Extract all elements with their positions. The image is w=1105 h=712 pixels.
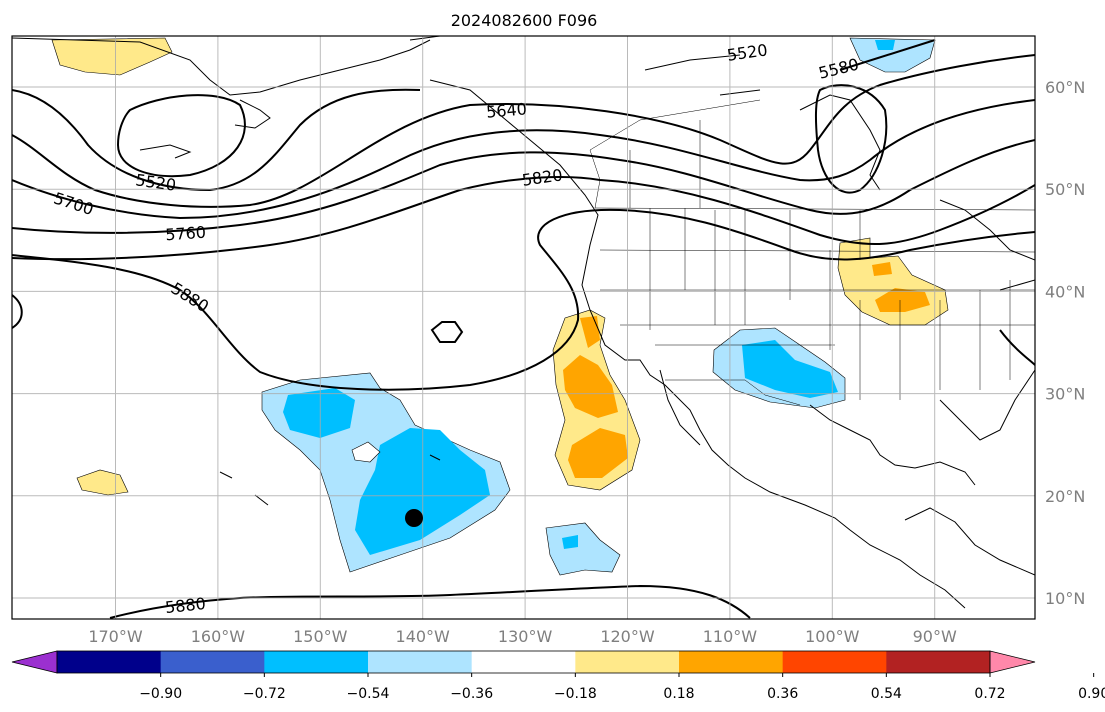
colorbar-segment [575,651,680,673]
lon-tick-label: 100°W [805,627,860,646]
colorbar-extend-low [11,650,58,674]
lon-tick-label: 90°W [913,627,957,646]
positive-anomaly-west-coast-core-a [563,355,618,418]
negative-anomaly-pacific-core-a [283,388,355,438]
colorbar-tick-label: 0.72 [974,686,1005,702]
lon-tick-label: 170°W [88,627,143,646]
map-panel: 5520 5580 5640 5520 5700 5760 5820 5880 … [11,35,1036,620]
positive-anomaly-gulf-alaska [51,37,173,76]
storm-center-marker [405,509,423,527]
colorbar-tick-label: −0.54 [347,686,390,702]
lat-tick-label: 50°N [1045,180,1085,199]
contour-5760 [12,139,1035,234]
height-contours [12,39,1035,619]
contour-hudson [839,39,936,71]
colorbar-tick-label: 0.54 [871,686,902,702]
contour-small-high [430,321,464,343]
colorbar-frame [56,650,991,674]
map-background [12,36,1035,619]
contour-left-edge [12,294,23,329]
positive-anomaly-west-coast-core-b [580,316,600,348]
negative-anomaly-canada-core [875,40,895,50]
latitude-labels: 60°N 50°N 40°N 30°N 20°N 10°N [1045,78,1085,608]
lat-tick-label: 60°N [1045,78,1085,97]
contour-east-low [814,84,888,194]
positive-anomaly-midwest-core [875,288,930,312]
colorbar-tick-label: −0.36 [450,686,493,702]
colorbar-tick-label: −0.18 [554,686,597,702]
hole-pacific [351,441,381,463]
lon-tick-label: 160°W [191,627,246,646]
chart-title: 2024082600 F096 [451,11,598,30]
colorbar-segment [886,651,991,673]
colorbar-segment [471,651,576,673]
map-frame [11,35,1036,620]
contour-label-5880-south: 5880 [164,594,206,617]
lon-tick-label: 150°W [293,627,348,646]
coastlines [12,36,1035,609]
colorbar-segment [160,651,265,673]
colorbar-tick-label: 0.36 [767,686,798,702]
positive-anomaly-midwest-core-b [872,262,892,276]
contour-label-5640: 5640 [485,99,527,121]
colorbar [11,650,1036,674]
colorbar-segment [679,651,784,673]
contour-label-5760: 5760 [165,223,207,245]
lon-tick-label: 130°W [498,627,553,646]
lat-tick-label: 40°N [1045,282,1085,301]
negative-anomaly-texas-core [742,340,838,398]
contour-5520-low [116,94,246,178]
colorbar-tick-label: 0.18 [663,686,694,702]
lat-tick-label: 10°N [1045,589,1085,608]
colorbar-segment [368,651,473,673]
colorbar-tick-label: 0.90 [1078,686,1105,702]
colorbar-extend-high [989,650,1036,674]
lon-tick-label: 120°W [600,627,655,646]
negative-anomaly-south-pacific-core [562,535,578,549]
lon-tick-label: 140°W [396,627,451,646]
contour-5700 [12,99,1035,220]
colorbar-segment [782,651,887,673]
contour-5880-south [109,584,751,619]
colorbar-segment [264,651,369,673]
graticule [12,36,1035,619]
contour-5640 [12,54,1035,208]
colorbar-labels: −0.90 −0.72 −0.54 −0.36 −0.18 0.18 0.36 0.54 0.7… [139,673,1105,702]
colorbar-segment [57,651,162,673]
anomaly-shading [51,37,949,576]
lon-tick-label: 110°W [703,627,758,646]
longitude-labels: 170°W 160°W 150°W 140°W 130°W 120°W 110°W 100°W… [88,627,957,646]
contour-5820 [12,176,1035,261]
lat-tick-label: 30°N [1045,385,1085,404]
contour-east-south [999,329,1035,366]
contour-5580-low [12,88,421,192]
negative-anomaly-south-pacific [545,522,621,576]
colorbar-tick-label: −0.72 [243,686,286,702]
positive-anomaly-west-coast-core-c [568,428,628,478]
colorbar-tick-label: −0.90 [139,686,182,702]
lat-tick-label: 20°N [1045,487,1085,506]
